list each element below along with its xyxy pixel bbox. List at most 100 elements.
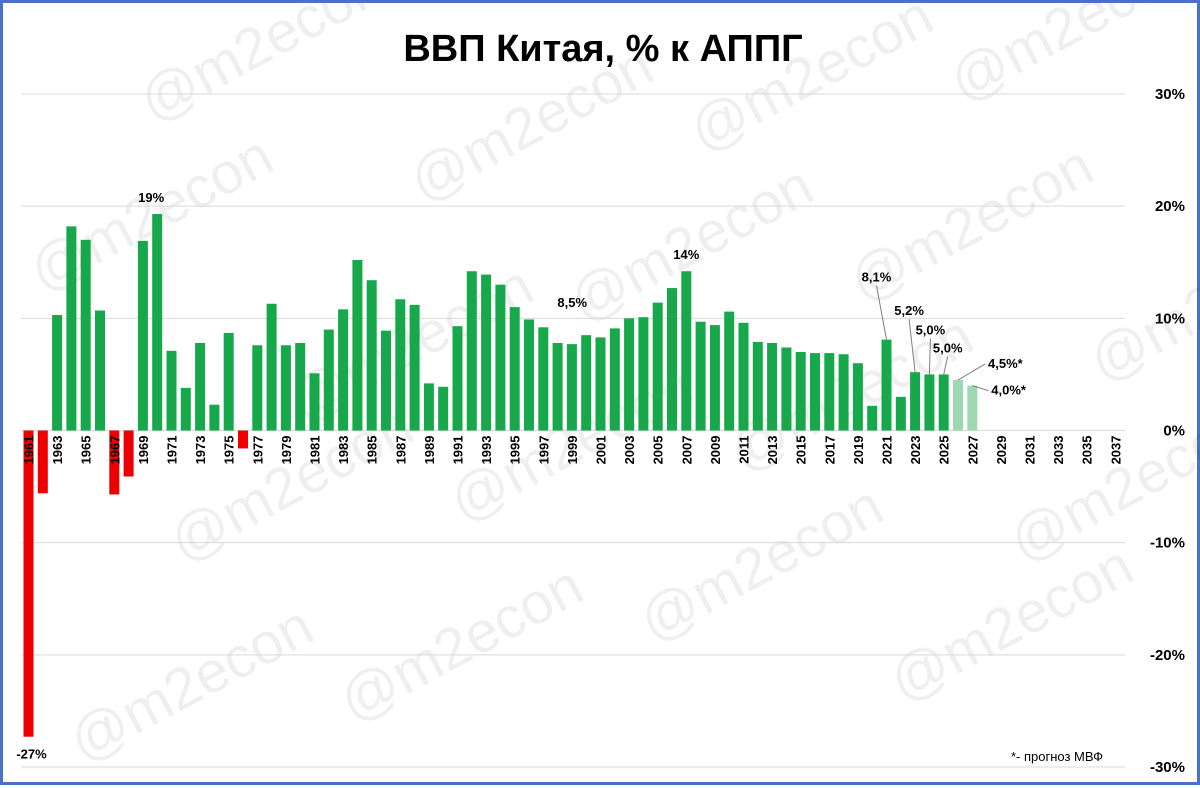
data-label: 14% [673,247,699,262]
watermark-text: @m2econ [629,473,894,655]
bar [767,343,778,431]
bar [338,309,349,431]
data-label: 19% [138,190,164,205]
x-tick-label: 1967 [107,436,122,465]
chart-title: ВВП Китая, % к АППГ [403,28,802,70]
leader-line [928,338,931,375]
x-tick-label: 2037 [1108,436,1123,465]
x-axis-ticks: 1961 1963 1965 1967 1969 1971 1973 1975 1977 1979… [22,436,1124,465]
bar [667,288,677,431]
bar [852,363,863,431]
bar [509,307,520,431]
bar [709,325,720,431]
bar [209,404,220,431]
x-tick-label: 2011 [737,436,752,464]
bar [953,380,963,431]
x-tick-label: 1991 [451,436,466,465]
bar [438,386,449,431]
bar [80,239,91,431]
watermark-text: @m2econ [129,3,394,134]
bar [752,341,763,431]
bar [566,344,577,431]
x-tick-label: 1965 [79,436,94,465]
bar [409,304,420,431]
bar [395,299,406,431]
x-tick-label: 1981 [308,436,323,465]
bar [681,271,692,431]
bar [738,322,749,431]
data-label: 4,0%* [991,383,1027,398]
x-tick-label: 2017 [822,436,837,465]
data-label: 8,1% [862,270,892,285]
y-tick-label: 30% [1155,86,1185,103]
bar [266,303,277,431]
x-tick-label: 1979 [279,436,294,465]
x-tick-label: 2009 [708,436,723,465]
bar [180,387,191,431]
bar [366,280,377,431]
watermark-text: @m2econ [59,593,324,775]
bar [581,335,592,431]
watermark-text: @m2econ [839,133,1104,315]
x-tick-label: 2007 [679,436,694,465]
x-tick-label: 1973 [193,436,208,465]
x-tick-label: 2029 [994,436,1009,465]
bar [838,354,849,431]
watermark-text: @m2econ [879,533,1144,715]
bar [295,343,306,431]
data-label: -27% [16,747,47,762]
data-labels: -27% 19% 8,5% 14% 8,1% 5,2% 5,0% 5,0% 4,5%* 4,0%* [16,190,1027,762]
bar [52,314,63,431]
y-axis-ticks: 30% 20% 10% 0% -10% -20% -30% [1150,86,1185,776]
bar [824,353,835,431]
x-tick-label: 2031 [1023,436,1038,465]
bar [895,396,906,431]
bar [695,321,706,431]
leader-line [876,285,887,340]
y-tick-label: 20% [1155,198,1185,215]
bar [166,350,177,431]
bar [652,302,663,431]
bar [867,405,878,431]
bar [795,351,806,431]
x-tick-label: 2025 [937,436,952,465]
data-label: 5,0% [933,340,963,355]
x-tick-label: 2019 [851,436,866,465]
forecast-footnote: *- прогноз МВФ [1011,749,1103,764]
y-tick-label: -20% [1150,647,1185,664]
x-tick-label: 2033 [1051,436,1066,465]
x-tick-label: 1971 [165,436,180,465]
bar [109,430,120,495]
bar [252,345,263,431]
x-tick-label: 1999 [565,436,580,465]
bar [137,240,148,431]
x-tick-label: 1969 [136,436,151,465]
bar [280,345,291,431]
watermark-text: @m2econ [1079,213,1200,395]
y-tick-label: -30% [1150,759,1185,776]
x-tick-label: 2003 [622,436,637,465]
bar [452,326,463,431]
data-label: 5,0% [916,322,946,337]
x-tick-label: 1983 [336,436,351,465]
bar [524,319,534,431]
bar [238,430,248,449]
data-label: 5,2% [894,303,924,318]
chart-canvas: @m2econ @m2econ @m2econ@m2econ@m2econ @m2ec… [16,3,1200,776]
bar [223,332,234,431]
bar [123,430,134,477]
x-tick-label: 2005 [651,436,666,465]
bar [95,310,105,431]
bar [309,373,320,431]
x-tick-label: 1997 [536,436,551,465]
leader-line [972,385,989,392]
leader-line [908,319,916,373]
bar [910,372,921,431]
x-tick-label: 1993 [479,436,494,465]
x-tick-label: 1975 [222,436,237,465]
bar [195,343,206,431]
x-tick-label: 1977 [250,436,265,465]
bar [938,374,949,431]
x-tick-label: 2015 [794,436,809,465]
